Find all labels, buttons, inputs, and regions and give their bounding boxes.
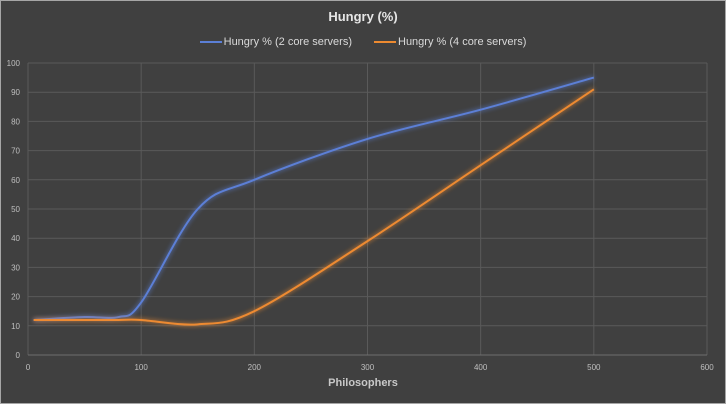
x-tick-label: 0 — [26, 363, 31, 372]
chart-title: Hungry (%) — [328, 9, 398, 24]
y-tick-label: 30 — [11, 263, 20, 272]
legend-swatch-orange — [374, 41, 396, 43]
legend-item-2core[interactable]: Hungry % (2 core servers) — [199, 36, 352, 48]
x-tick-label: 300 — [361, 363, 375, 372]
legend-swatch-blue — [199, 41, 222, 43]
y-tick-label: 50 — [11, 205, 20, 214]
x-tick-label: 400 — [474, 363, 488, 372]
series-line-2core[interactable] — [33, 76, 595, 321]
chart-legend: Hungry % (2 core servers) Hungry % (4 co… — [1, 36, 725, 48]
y-tick-label: 60 — [11, 176, 20, 185]
y-tick-label: 100 — [7, 59, 21, 68]
series-line-4core[interactable] — [33, 88, 595, 326]
x-tick-label: 500 — [587, 363, 601, 372]
y-tick-label: 20 — [11, 293, 20, 302]
x-tick-label: 100 — [134, 363, 148, 372]
y-tick-label: 80 — [11, 117, 20, 126]
legend-label-4core: Hungry % (4 core servers) — [398, 36, 527, 48]
legend-item-4core[interactable]: Hungry % (4 core servers) — [374, 36, 526, 48]
x-tick-label: 200 — [248, 363, 262, 372]
y-tick-label: 40 — [11, 234, 20, 243]
legend-label-2core: Hungry % (2 core servers) — [223, 36, 352, 48]
x-tick-label: 600 — [700, 363, 714, 372]
y-tick-label: 90 — [11, 88, 20, 97]
y-tick-label: 0 — [16, 351, 21, 360]
x-axis-label: Philosophers — [328, 377, 398, 389]
y-tick-label: 70 — [11, 147, 20, 156]
y-tick-label: 10 — [11, 322, 20, 331]
